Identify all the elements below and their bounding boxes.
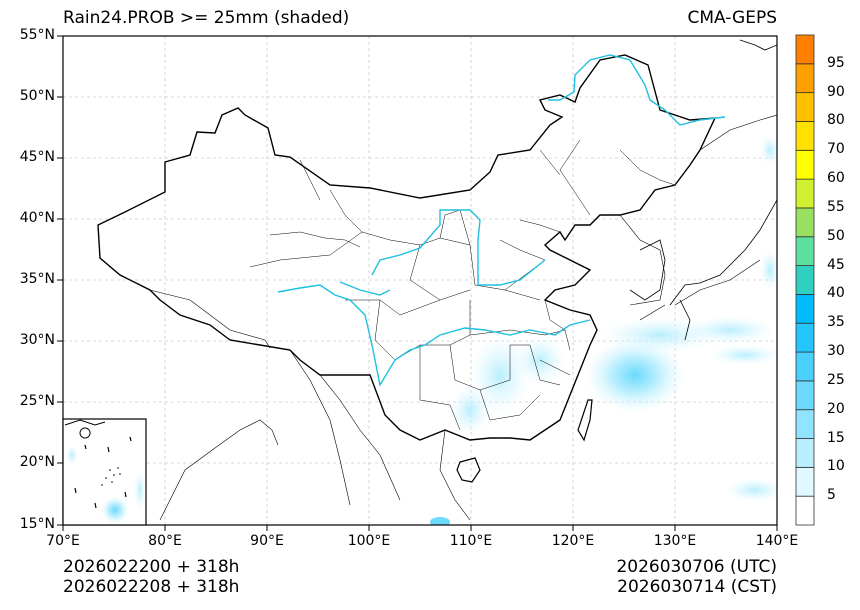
colorbar-tick-label: 5 — [827, 487, 836, 504]
lat-label-40: 40°N — [19, 210, 55, 226]
lon-label-70: 70°E — [46, 533, 80, 549]
model-label: CMA-GEPS — [687, 8, 777, 28]
colorbar-tick-label: 45 — [827, 256, 845, 273]
province-boundaries — [249, 139, 676, 431]
colorbar-swatch — [795, 380, 815, 411]
lat-label-35: 35°N — [19, 271, 55, 287]
colorbar-swatch — [795, 207, 815, 238]
lon-label-90: 90°E — [250, 533, 284, 549]
colorbar-tick-label: 10 — [827, 458, 845, 475]
colorbar-tick-label: 25 — [827, 371, 845, 388]
colorbar-tick-label: 15 — [827, 429, 845, 446]
lon-label-140: 140°E — [755, 533, 799, 549]
valid-cst: 2026030714 (CST) — [617, 577, 777, 597]
south-china-sea-inset — [62, 418, 147, 526]
map-plot-area — [63, 36, 777, 525]
colorbar-tick-label: 55 — [827, 198, 845, 215]
colorbar-tick-label: 40 — [827, 285, 845, 302]
chart-title: Rain24.PROB >= 25mm (shaded) — [63, 8, 350, 28]
colorbar-swatch — [795, 149, 815, 180]
init-cst: 2026022208 + 318h — [63, 577, 240, 597]
colorbar-tick-label: 50 — [827, 227, 845, 244]
colorbar-swatch — [795, 265, 815, 295]
lon-label-100: 100°E — [347, 533, 391, 549]
axis-ticks — [57, 35, 778, 531]
colorbar-tick-label: 60 — [827, 170, 845, 187]
china-border — [97, 54, 717, 441]
colorbar-swatch — [795, 466, 815, 497]
lon-label-80: 80°E — [148, 533, 182, 549]
lon-label-130: 130°E — [653, 533, 697, 549]
taiwan-island — [577, 399, 593, 442]
colorbar-swatch — [795, 409, 815, 439]
lat-label-20: 20°N — [19, 454, 55, 470]
lat-label-25: 25°N — [19, 393, 55, 409]
colorbar-swatch — [795, 322, 815, 353]
colorbar-swatch — [795, 351, 815, 382]
rivers — [277, 54, 726, 387]
colorbar-tick-label: 30 — [827, 343, 845, 360]
colorbar-swatch — [795, 63, 815, 94]
init-utc: 2026022200 + 318h — [63, 557, 240, 577]
colorbar-tick-label: 35 — [827, 314, 845, 331]
colorbar-swatch — [795, 178, 815, 209]
gridlines — [63, 36, 777, 525]
japan-korea-coast — [629, 39, 777, 341]
colorbar-tick-label: 80 — [827, 112, 845, 129]
lat-label-30: 30°N — [19, 332, 55, 348]
colorbar-swatch — [795, 438, 815, 468]
lat-label-50: 50°N — [19, 88, 55, 104]
lat-label-45: 45°N — [19, 149, 55, 165]
colorbar-swatch — [795, 495, 815, 526]
init-time-block: 2026022200 + 318h 2026022208 + 318h — [63, 557, 239, 597]
colorbar-swatch — [795, 92, 815, 122]
valid-utc: 2026030706 (UTC) — [616, 557, 777, 577]
hainan-island — [456, 457, 481, 483]
colorbar-swatch — [795, 236, 815, 266]
plot-frame — [62, 35, 778, 526]
lon-label-120: 120°E — [551, 533, 595, 549]
colorbar-swatch — [795, 294, 815, 324]
lat-label-55: 55°N — [19, 27, 55, 43]
colorbar-swatch — [795, 34, 815, 65]
colorbar-tick-label: 90 — [827, 83, 845, 100]
lon-label-110: 110°E — [449, 533, 493, 549]
probability-shading — [430, 135, 777, 525]
colorbar-tick-label: 70 — [827, 141, 845, 158]
neighbor-boundaries — [149, 114, 777, 521]
colorbar-tick-label: 20 — [827, 400, 845, 417]
lat-label-15: 15°N — [19, 516, 55, 532]
valid-time-block: 2026030706 (UTC) 2026030714 (CST) — [616, 557, 777, 597]
colorbar — [795, 34, 815, 526]
colorbar-swatch — [795, 121, 815, 151]
colorbar-tick-label: 95 — [827, 54, 845, 71]
